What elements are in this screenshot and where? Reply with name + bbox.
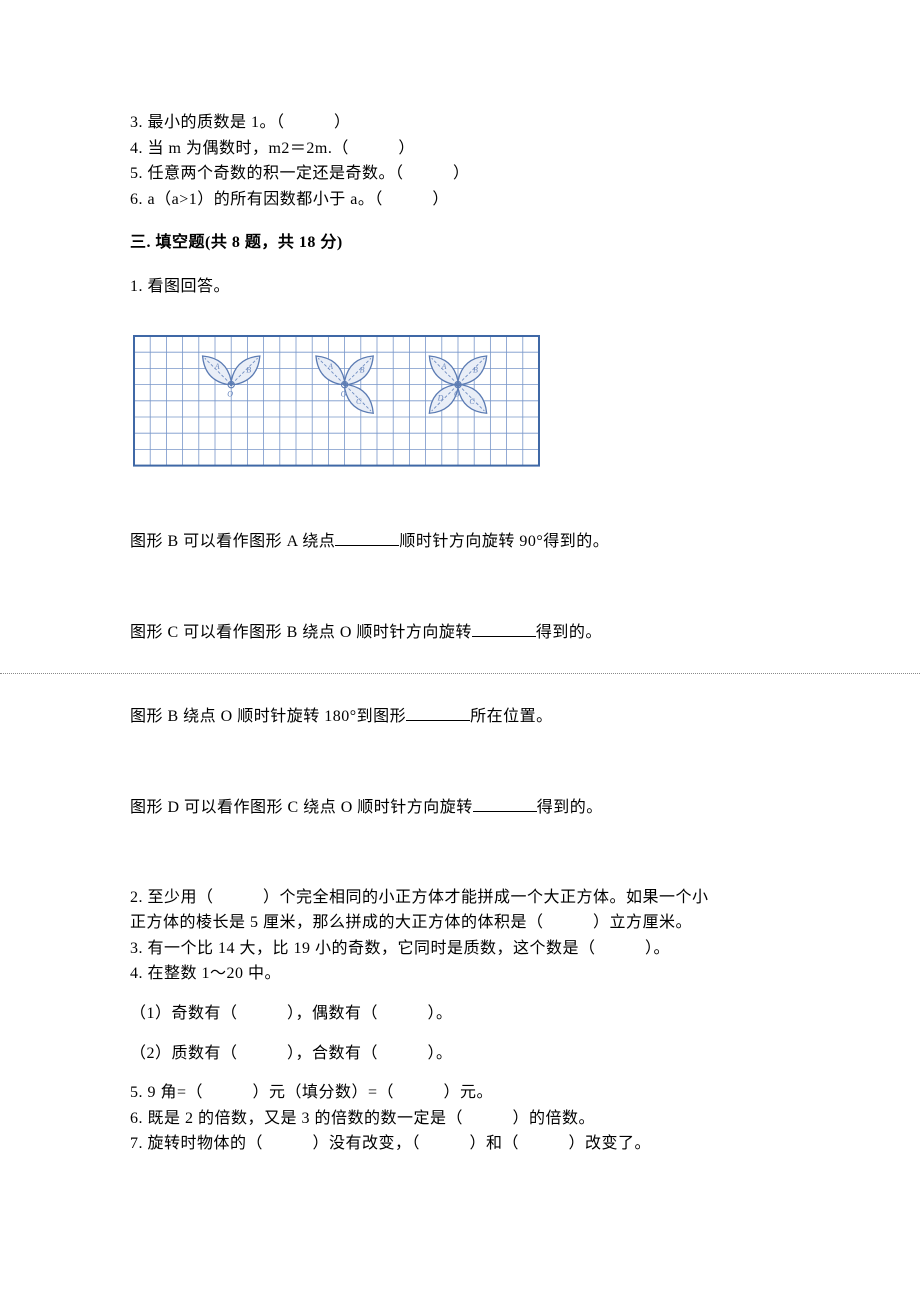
q1-sub1: 图形 B 可以看作图形 A 绕点 顺时针方向旋转 90°得到的。 [130, 529, 790, 555]
q3-line: 3. 有一个比 14 大，比 19 小的奇数，它同时是质数，这个数是（ ）。 [130, 936, 790, 962]
q7-line: 7. 旋转时物体的（ ）没有改变，（ ）和（ ）改变了。 [130, 1131, 790, 1157]
q4-sub2: （2）质数有（ ），合数有（ ）。 [130, 1041, 790, 1067]
q1-s1a: 图形 B 可以看作图形 A 绕点 [130, 533, 335, 550]
section3-title: 三. 填空题(共 8 题，共 18 分) [130, 230, 790, 256]
q1-s4b: 得到的。 [537, 799, 603, 816]
q1-lead: 1. 看图回答。 [130, 274, 790, 300]
svg-text:O: O [227, 389, 233, 398]
dotted-separator [0, 673, 920, 674]
blank-input[interactable] [335, 529, 399, 546]
svg-text:O: O [341, 389, 347, 398]
svg-text:A: A [214, 362, 220, 371]
svg-text:C: C [356, 396, 362, 405]
q1-s2a: 图形 C 可以看作图形 B 绕点 O 顺时针方向旋转 [130, 624, 472, 641]
q6-line: 6. 既是 2 的倍数，又是 3 的倍数的数一定是（ ）的倍数。 [130, 1106, 790, 1132]
q4-lead: 4. 在整数 1～20 中。 [130, 961, 790, 987]
svg-text:B: B [246, 365, 251, 374]
svg-text:A: A [441, 362, 447, 371]
q1-s4a: 图形 D 可以看作图形 C 绕点 O 顺时针方向旋转 [130, 799, 473, 816]
svg-text:A: A [327, 362, 333, 371]
q1-sub3: 图形 B 绕点 O 顺时针旋转 180°到图形 所在位置。 [130, 704, 790, 730]
svg-text:B: B [360, 365, 365, 374]
q4-sub1: （1）奇数有（ ），偶数有（ ）。 [130, 1001, 790, 1027]
blank-input[interactable] [472, 620, 536, 637]
q1-s3a: 图形 B 绕点 O 顺时针旋转 180°到图形 [130, 708, 406, 725]
q1-sub2: 图形 C 可以看作图形 B 绕点 O 顺时针方向旋转 得到的。 [130, 620, 790, 646]
rotation-grid-svg: ABOABCOABCDO [130, 330, 545, 480]
svg-text:B: B [473, 365, 478, 374]
q2-line2: 正方体的棱长是 5 厘米，那么拼成的大正方体的体积是（ ）立方厘米。 [130, 910, 790, 936]
q5-line: 5. 9 角=（ ）元（填分数）=（ ）元。 [130, 1080, 790, 1106]
q1-s3b: 所在位置。 [470, 708, 553, 725]
svg-text:D: D [437, 393, 444, 402]
svg-text:O: O [454, 389, 460, 398]
judgment-q5: 5. 任意两个奇数的积一定还是奇数。（ ） [130, 161, 790, 187]
q1-sub4: 图形 D 可以看作图形 C 绕点 O 顺时针方向旋转 得到的。 [130, 795, 790, 821]
q1-s2b: 得到的。 [536, 624, 602, 641]
q2-line1: 2. 至少用（ ）个完全相同的小正方体才能拼成一个大正方体。如果一个小 [130, 885, 790, 911]
q1-figure: ABOABCOABCDO [130, 330, 790, 480]
blank-input[interactable] [406, 704, 470, 721]
svg-text:C: C [469, 396, 475, 405]
blank-input[interactable] [473, 795, 537, 812]
q1-s1b: 顺时针方向旋转 90°得到的。 [399, 533, 609, 550]
judgment-q4: 4. 当 m 为偶数时，m2＝2m.（ ） [130, 136, 790, 162]
judgment-q6: 6. a（a>1）的所有因数都小于 a。（ ） [130, 187, 790, 213]
judgment-q3: 3. 最小的质数是 1。（ ） [130, 110, 790, 136]
